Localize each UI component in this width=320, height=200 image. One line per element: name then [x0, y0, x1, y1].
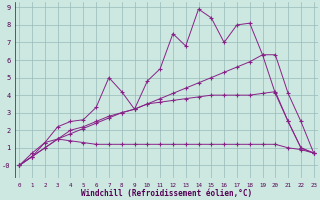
X-axis label: Windchill (Refroidissement éolien,°C): Windchill (Refroidissement éolien,°C) [81, 189, 252, 198]
